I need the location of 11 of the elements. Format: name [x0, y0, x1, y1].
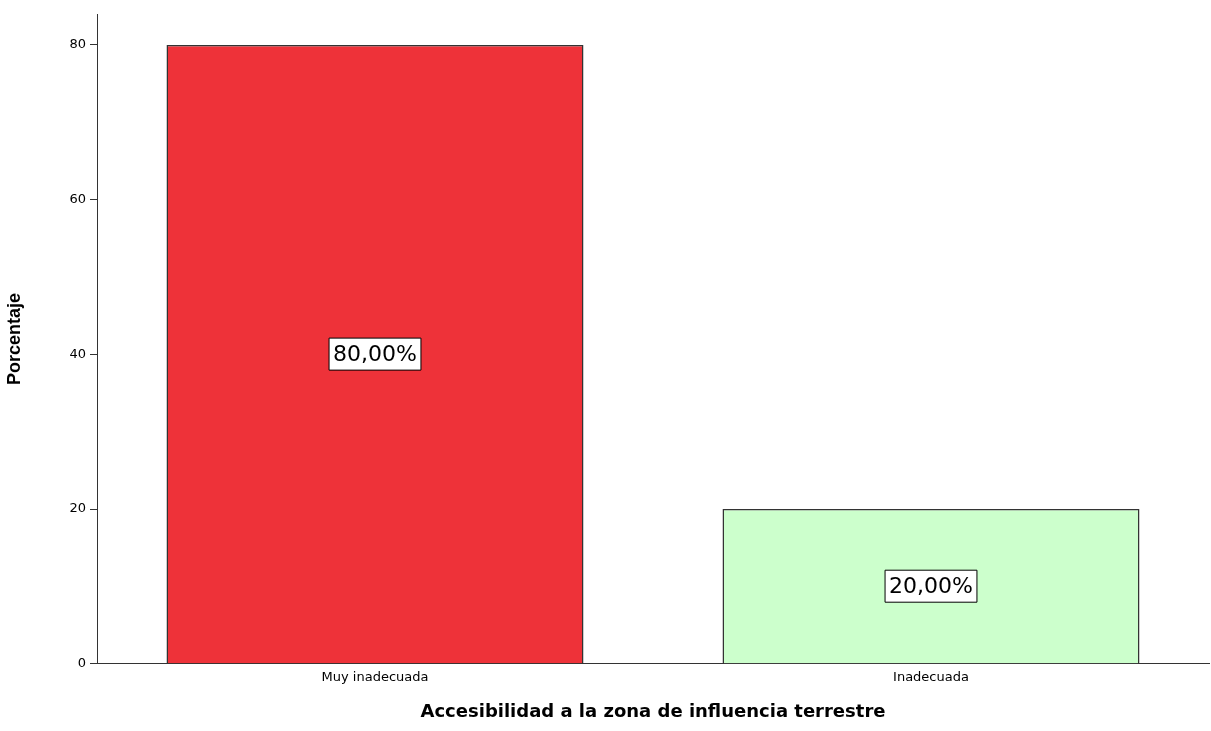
y-tick-label: 80 — [69, 36, 86, 52]
y-tick-label: 60 — [69, 191, 86, 207]
data-label: 20,00% — [889, 572, 973, 598]
y-tick-label: 40 — [69, 345, 86, 361]
x-tick-label: Muy inadecuada — [321, 668, 429, 684]
x-tick-label: Inadecuada — [893, 668, 969, 684]
y-tick-label: 0 — [77, 655, 86, 671]
x-axis-title: Accesibilidad a la zona de influencia terrestre — [420, 699, 886, 721]
data-label: 80,00% — [333, 340, 417, 366]
y-axis-title: Porcentaje — [3, 292, 24, 385]
y-tick-label: 20 — [69, 500, 86, 516]
